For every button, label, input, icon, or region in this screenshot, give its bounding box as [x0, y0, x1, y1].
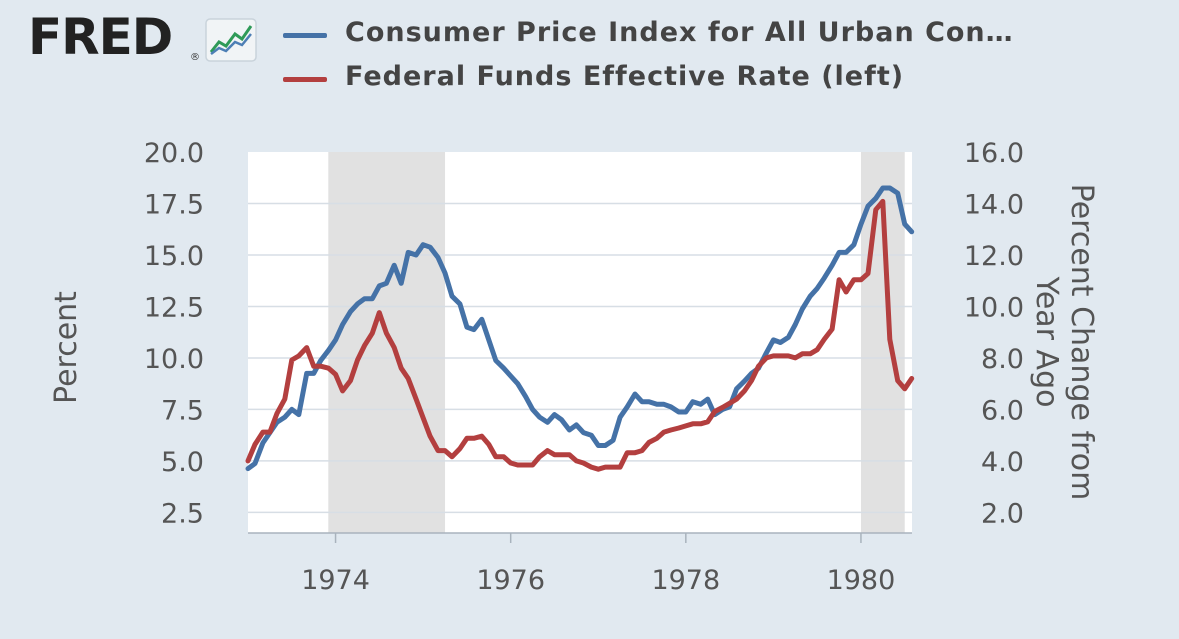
cpi-series-line	[245, 185, 915, 472]
y-right-tick-label: 2.0	[981, 498, 1024, 529]
y-right-axis-title-line1: Percent Change from	[1064, 184, 1099, 501]
y-right-tick-label: 14.0	[964, 189, 1024, 220]
y-left-tick-label: 5.0	[161, 447, 204, 478]
y-left-tick-label: 7.5	[161, 395, 204, 426]
registered-mark: ®	[190, 52, 200, 63]
y-right-tick-label: 16.0	[964, 138, 1024, 169]
y-left-tick-label: 10.0	[144, 344, 204, 375]
y-left-axis-title: Percent	[49, 291, 84, 404]
y-right-tick-label: 12.0	[964, 241, 1024, 272]
fred-logo: FRED	[28, 8, 173, 66]
fedfunds-series-line	[245, 198, 915, 472]
y-left-tick-label: 12.5	[144, 292, 204, 323]
y-right-tick-label: 6.0	[981, 395, 1024, 426]
y-left-tick-label: 15.0	[144, 241, 204, 272]
y-right-tick-label: 4.0	[981, 447, 1024, 478]
y-right-tick-label: 8.0	[981, 344, 1024, 375]
legend-label-cpi: Consumer Price Index for All Urban Con…	[345, 17, 1014, 48]
y-right-axis-title-line2: Year Ago	[1029, 276, 1064, 408]
line-chart-logo-icon	[205, 18, 257, 62]
y-left-tick-label: 2.5	[161, 498, 204, 529]
y-left-tick-label: 17.5	[144, 189, 204, 220]
legend-label-fedfunds: Federal Funds Effective Rate (left)	[345, 61, 905, 92]
x-tick-label: 1978	[651, 565, 720, 596]
y-left-tick-label: 20.0	[144, 138, 204, 169]
legend-swatch-cpi	[283, 33, 327, 38]
x-tick-label: 1974	[301, 565, 370, 596]
x-tick-label: 1976	[476, 565, 545, 596]
x-tick-label: 1980	[827, 565, 896, 596]
legend-swatch-fedfunds	[283, 77, 327, 82]
chart-header: FRED ® Consumer Price Index for All Urba…	[0, 0, 1179, 110]
y-right-tick-label: 10.0	[964, 292, 1024, 323]
recession-band-0	[328, 152, 446, 533]
